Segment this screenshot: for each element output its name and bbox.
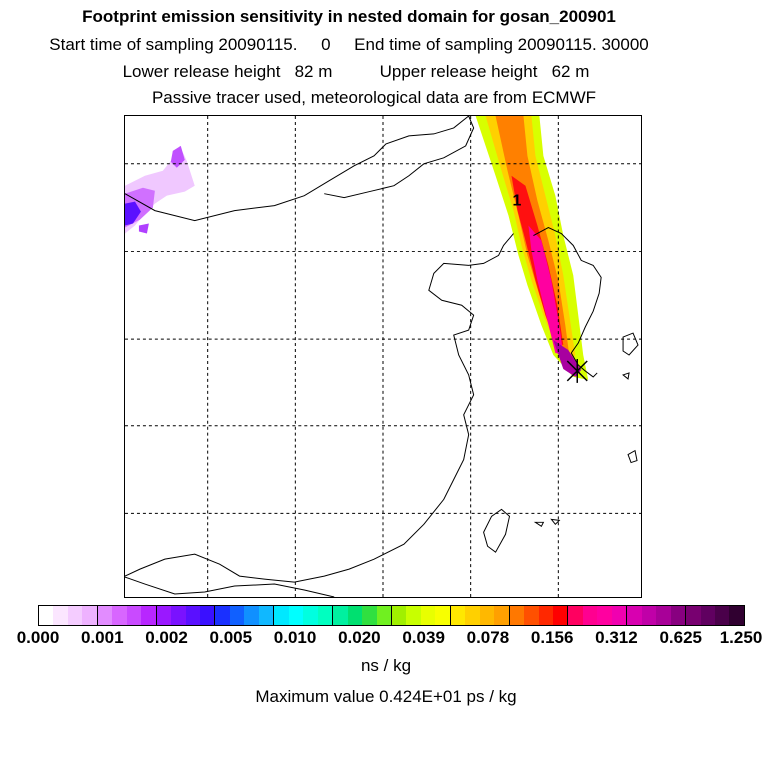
- maximum-value: Maximum value 0.424E+01 ps / kg: [255, 687, 517, 706]
- colorbar-swatch: [509, 606, 525, 625]
- colorbar-swatch: [171, 606, 186, 625]
- colorbar-tick-label: 0.001: [80, 628, 124, 647]
- colorbar-segment: [568, 606, 628, 625]
- colorbar-swatch: [406, 606, 421, 625]
- colorbar-tick-label: 1.250: [719, 628, 763, 647]
- colorbar-swatch: [391, 606, 407, 625]
- colorbar-swatch: [126, 606, 142, 625]
- colorbar-swatch: [185, 606, 201, 625]
- colorbar-swatch: [333, 606, 348, 625]
- colorbar-swatch: [258, 606, 274, 625]
- colorbar-swatch: [670, 606, 686, 625]
- tracer-info: Passive tracer used, meteorological data…: [151, 88, 597, 107]
- colorbar-units: ns / kg: [360, 656, 412, 675]
- colorbar-swatch: [597, 606, 612, 625]
- colorbar-swatch: [288, 606, 304, 625]
- colorbar-swatch: [568, 606, 583, 625]
- colorbar-swatch: [303, 606, 318, 625]
- colorbar-swatch: [552, 606, 568, 625]
- colorbar-swatch: [582, 606, 598, 625]
- colorbar-segment: [97, 606, 157, 625]
- map-canvas: 1: [125, 116, 641, 597]
- colorbar-swatch: [494, 606, 509, 625]
- colorbar-tick-label: 0.000: [16, 628, 60, 647]
- colorbar-tick-label: 0.005: [209, 628, 253, 647]
- colorbar-segment: [450, 606, 510, 625]
- colorbar-swatch: [420, 606, 436, 625]
- colorbar-swatch: [465, 606, 480, 625]
- colorbar-swatch: [362, 606, 377, 625]
- western-plume: [125, 145, 195, 234]
- colorbar-swatch: [376, 606, 391, 625]
- colorbar-swatch: [656, 606, 671, 625]
- colorbar-swatch: [53, 606, 68, 625]
- colorbar-tick-label: 0.002: [145, 628, 188, 647]
- colorbar-tick-label: 0.010: [273, 628, 317, 647]
- colorbar-swatch: [317, 606, 333, 625]
- contour-label: 1: [512, 193, 521, 210]
- colorbar-swatch: [229, 606, 245, 625]
- main-plume: [475, 116, 589, 380]
- colorbar-swatch: [715, 606, 730, 625]
- colorbar-tick-label: 0.078: [466, 628, 510, 647]
- colorbar-segment: [274, 606, 334, 625]
- colorbar-swatch: [39, 606, 54, 625]
- colorbar-segment: [333, 606, 392, 625]
- colorbar-segment: [391, 606, 451, 625]
- colorbar-swatch: [200, 606, 215, 625]
- colorbar-swatch: [538, 606, 553, 625]
- colorbar-swatch: [82, 606, 97, 625]
- colorbar-swatch: [435, 606, 450, 625]
- colorbar-segment: [509, 606, 569, 625]
- colorbar-swatch: [524, 606, 539, 625]
- footprint-map: 1: [124, 115, 642, 598]
- colorbar-swatch: [156, 606, 172, 625]
- colorbar-tick-label: 0.312: [595, 628, 638, 647]
- release-point-marker: [566, 358, 588, 383]
- colorbar: [38, 605, 745, 626]
- colorbar-swatch: [627, 606, 642, 625]
- colorbar-tick-label: 0.039: [402, 628, 445, 647]
- colorbar-swatch: [215, 606, 230, 625]
- colorbar-swatch: [479, 606, 495, 625]
- colorbar-swatch: [274, 606, 289, 625]
- sampling-times: Start time of sampling 20090115. 0 End t…: [49, 35, 649, 54]
- graticule: [125, 116, 641, 597]
- coastlines: [125, 116, 639, 597]
- colorbar-tick-label: 0.625: [659, 628, 702, 647]
- colorbar-swatch: [729, 606, 744, 625]
- colorbar-segment: [156, 606, 216, 625]
- colorbar-swatch: [700, 606, 716, 625]
- colorbar-tick-label: 0.156: [530, 628, 574, 647]
- colorbar-swatch: [686, 606, 701, 625]
- colorbar-swatch: [112, 606, 127, 625]
- colorbar-swatch: [244, 606, 259, 625]
- colorbar-segment: [39, 606, 98, 625]
- colorbar-swatch: [347, 606, 363, 625]
- colorbar-segment: [215, 606, 275, 625]
- colorbar-tick-label: 0.020: [338, 628, 381, 647]
- colorbar-swatch: [611, 606, 627, 625]
- page-title: Footprint emission sensitivity in nested…: [82, 7, 616, 26]
- colorbar-swatch: [641, 606, 657, 625]
- release-heights: Lower release height 82 m Upper release …: [122, 62, 590, 81]
- colorbar-swatch: [67, 606, 83, 625]
- colorbar-swatch: [97, 606, 113, 625]
- colorbar-swatch: [450, 606, 466, 625]
- colorbar-segment: [686, 606, 744, 625]
- colorbar-swatch: [141, 606, 156, 625]
- colorbar-segment: [627, 606, 687, 625]
